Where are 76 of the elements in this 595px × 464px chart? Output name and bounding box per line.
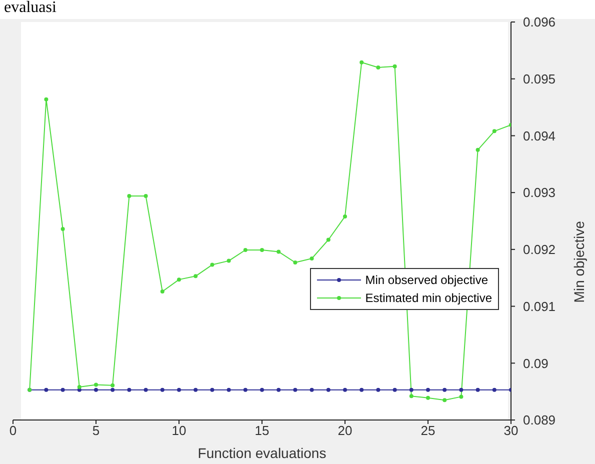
y-tick-label: 0.093 [523,185,556,200]
x-tick-label: 10 [172,423,186,438]
point [376,65,380,70]
point [392,64,397,68]
point [243,388,248,392]
point [144,388,148,392]
chart-title: evaluasi [4,0,56,16]
point [276,388,281,392]
y-tick-label: 0.092 [523,242,556,258]
y-tick-label: 0.091 [523,298,556,314]
point [326,238,330,242]
point [127,388,132,392]
point [110,383,115,388]
x-tick-label: 25 [420,423,436,438]
point [160,388,164,392]
y-axis-title: Min objective [570,220,587,303]
x-tick-label: 30 [504,423,518,438]
point [392,388,397,392]
point [194,274,198,278]
point [409,394,414,398]
point [310,256,314,261]
point [177,278,181,282]
point [343,214,347,218]
point [426,388,430,392]
point [127,194,132,198]
point [260,248,264,252]
point [492,129,496,134]
point [442,398,447,402]
x-tick-label: 0 [9,423,17,438]
point [343,388,347,392]
point [409,388,414,392]
point [110,388,115,392]
point [376,388,380,392]
point [226,388,231,392]
y-tick-label: 0.089 [523,412,556,428]
point [360,60,364,64]
legend-label: Estimated min objective [365,290,492,307]
point [442,388,447,392]
point [276,250,281,254]
point [210,388,214,392]
point [476,388,480,392]
point [459,394,464,399]
point [426,396,430,400]
point [60,226,65,231]
point [177,388,181,392]
y-tick-label: 0.095 [523,71,556,86]
point [44,388,48,392]
point [226,258,231,263]
point [210,262,214,267]
point [326,388,330,392]
x-tick-label: 20 [338,423,352,438]
point [144,194,148,198]
point [310,388,314,392]
y-tick-label: 0.09 [523,356,548,371]
y-tick-label: 0.096 [523,14,556,30]
point [459,388,464,392]
point [293,388,298,392]
point [60,388,65,392]
point [293,260,298,265]
point [194,388,198,392]
point [260,388,264,392]
point [492,388,496,392]
point [160,290,164,294]
line-series [28,60,511,402]
legend-label: Min observed objective [365,272,488,289]
point [44,97,48,102]
point [94,388,98,392]
x-axis-title: Function evaluations [198,445,326,461]
point [360,388,364,392]
point [77,385,82,390]
x-tick-label: 5 [92,423,100,438]
y-tick-label: 0.094 [523,128,556,144]
x-tick-label: 15 [254,423,270,438]
point [94,382,98,387]
point [476,148,480,152]
point [243,248,248,252]
